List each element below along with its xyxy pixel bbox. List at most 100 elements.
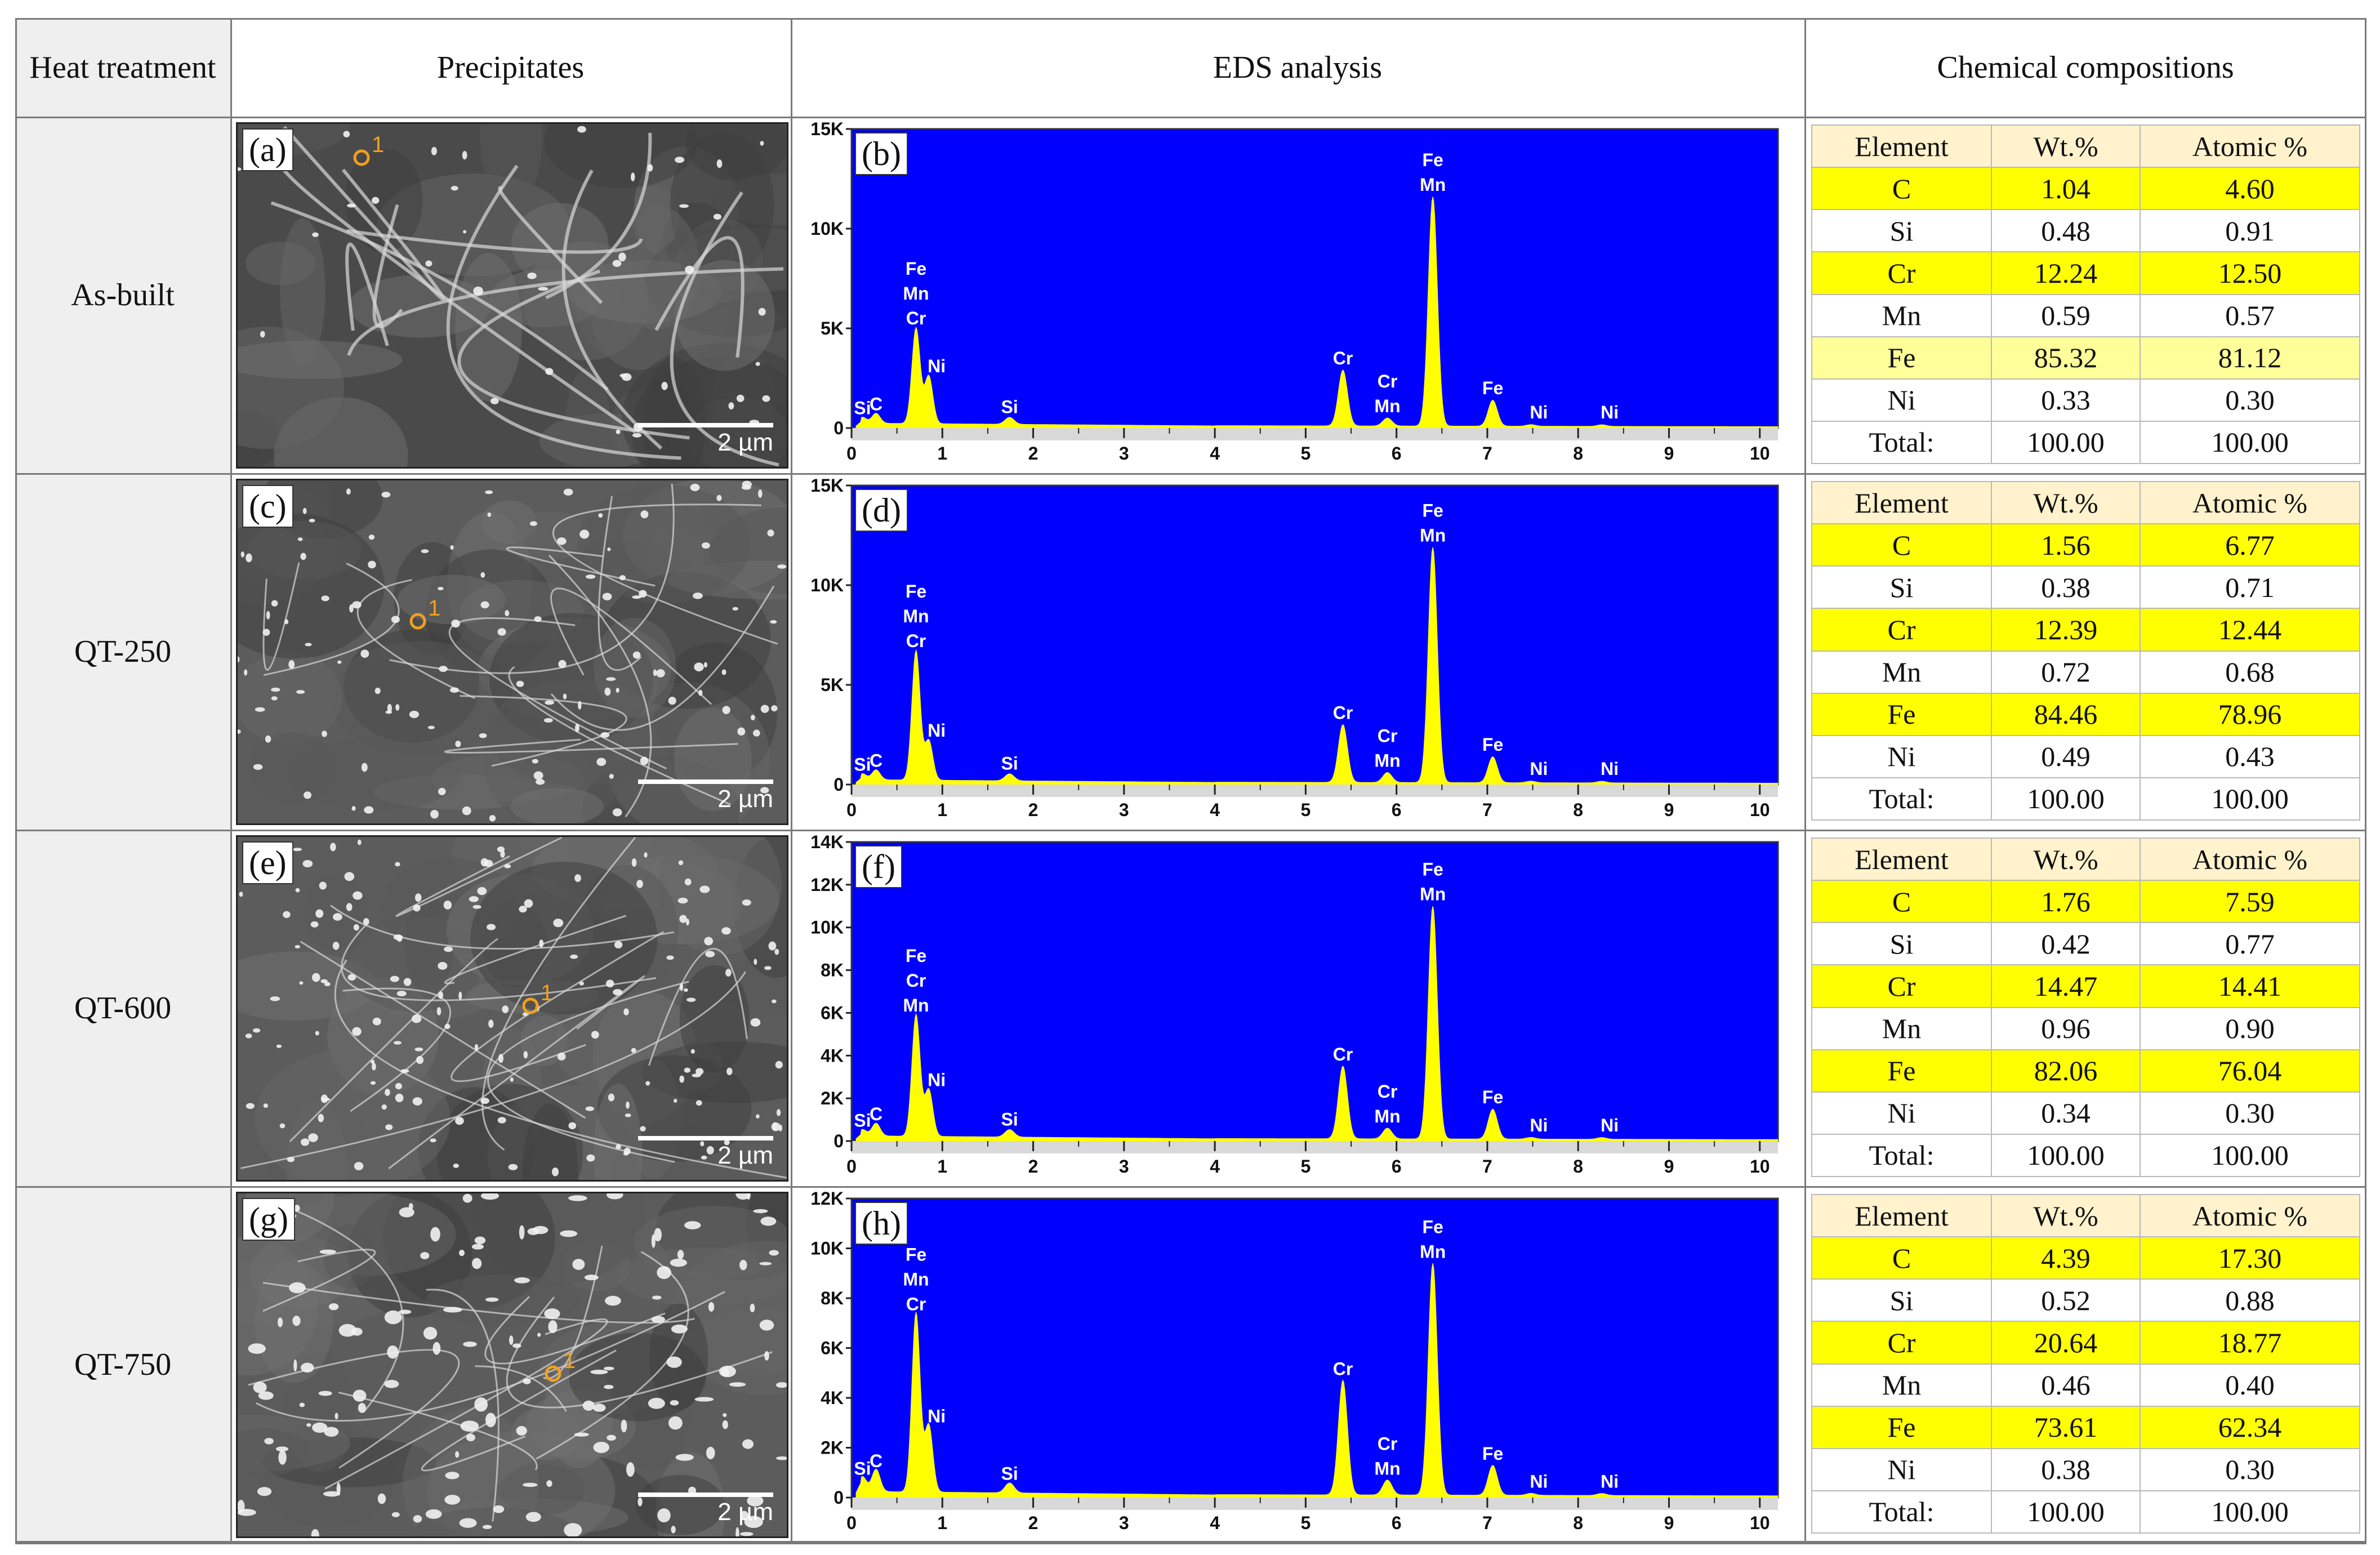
total-value: 100.00 [2139,420,2361,465]
element-cell: C [1811,167,1993,211]
peak-label: Fe [1422,859,1443,880]
panel-label: (f) [855,845,902,888]
panel-label: (e) [242,841,293,884]
row-label: QT-750 [15,1186,230,1543]
table-row: Si 0.52 0.88 [1811,1278,2361,1322]
table-header-row: Element Wt.% Atomic % [1811,837,2361,881]
atomic-cell: 4.60 [2139,167,2361,211]
table-row: Ni 0.34 0.30 [1811,1091,2361,1135]
table-row: Fe 85.32 81.12 [1811,336,2361,380]
atomic-cell: 6.77 [2139,523,2361,567]
peak-label: Ni [1530,1115,1548,1135]
peak-label: Ni [1601,759,1619,779]
x-tick-label: 4 [1210,800,1220,820]
x-tick-label: 8 [1573,800,1583,820]
peak-label: C [870,394,883,414]
table-row: Ni 0.33 0.30 [1811,378,2361,422]
peak-label: Cr [1378,371,1398,391]
total-row: Total: 100.00 100.00 [1811,1490,2361,1534]
x-tick-label: 1 [937,1513,947,1533]
peak-label: Si [854,754,871,774]
grid-hline [15,117,2366,118]
x-tick-label: 1 [937,800,947,820]
peak-label: Cr [1378,725,1398,746]
table-row: C 1.56 6.77 [1811,523,2361,567]
x-tick-label: 2 [1028,1156,1039,1177]
table-row: Si 0.48 0.91 [1811,209,2361,253]
x-tick-label: 2 [1028,1513,1039,1533]
header-eds: EDS analysis [1213,50,1383,85]
total-value: 100.00 [2139,777,2361,821]
x-tick-label: 5 [1300,1513,1311,1533]
table-row: Mn 0.59 0.57 [1811,293,2361,337]
x-tick-label: 5 [1300,443,1311,464]
table-row: C 4.39 17.30 [1811,1236,2361,1280]
atomic-cell: 0.43 [2139,734,2361,778]
table-row: Si 0.42 0.77 [1811,922,2361,966]
peak-label: Si [854,1458,871,1478]
table-row: Mn 0.96 0.90 [1811,1006,2361,1050]
composition-table: Element Wt.% Atomic % C 1.76 7.59 Si 0.42 0.77 Cr… [1811,837,2361,1178]
x-tick-label: 2 [1028,800,1039,820]
wt-cell: 12.39 [1991,608,2141,652]
column-header: Element [1811,837,1993,881]
x-tick-label: 1 [937,1156,947,1177]
grid-hline [15,1186,2366,1188]
element-cell: Ni [1811,1447,1993,1491]
atomic-cell: 0.88 [2139,1278,2361,1322]
wt-cell: 0.46 [1991,1363,2141,1407]
element-cell: Ni [1811,378,1993,422]
spectrum-area [855,906,1779,1142]
x-tick-label: 8 [1573,1513,1583,1533]
wt-cell: 0.52 [1991,1278,2141,1322]
y-tick-label: 0 [834,774,844,795]
y-tick-label: 12K [810,875,844,895]
peak-label: Mn [1420,884,1446,905]
atomic-cell: 0.40 [2139,1363,2361,1407]
peak-label: Cr [1333,1044,1353,1064]
grid-vline [2365,18,2366,1543]
x-tick-label: 6 [1392,800,1402,820]
y-tick-label: 5K [821,675,844,695]
peak-label: Ni [1601,402,1619,422]
y-tick-label: 10K [810,917,844,938]
element-cell: Mn [1811,650,1993,694]
composition-table: Element Wt.% Atomic % C 1.04 4.60 Si 0.48 0.91 Cr… [1811,124,2361,465]
peak-label: Fe [1482,1443,1503,1464]
element-cell: Ni [1811,734,1993,778]
x-tick-label: 4 [1210,1513,1220,1533]
x-tick-label: 9 [1664,800,1674,820]
peak-label: Fe [906,259,926,279]
element-cell: Si [1811,922,1993,966]
y-tick-label: 0 [834,1487,844,1508]
x-tick-label: 0 [846,1513,857,1533]
element-cell: Ni [1811,1091,1993,1135]
total-row: Total: 100.00 100.00 [1811,420,2361,465]
peak-label: Mn [903,283,929,304]
panel-label: (b) [855,132,908,175]
y-tick-label: 6K [821,1002,844,1023]
table-header-row: Element Wt.% Atomic % [1811,1193,2361,1238]
peak-label: Mn [1374,1106,1400,1126]
wt-cell: 4.39 [1991,1236,2141,1280]
x-tick-label: 0 [846,443,857,464]
peak-label: Ni [928,1070,946,1090]
grid-hline [15,1541,2366,1543]
peak-label: Fe [1482,734,1503,755]
column-header: Atomic % [2139,124,2361,168]
grid-hline [15,473,2366,475]
total-row: Total: 100.00 100.00 [1811,777,2361,821]
peak-label: Cr [1378,1433,1398,1454]
scale-bar: 2 µm [638,1492,773,1526]
header-cell-bg [15,18,230,117]
table-row: Mn 0.46 0.40 [1811,1363,2361,1407]
element-cell: C [1811,523,1993,567]
peak-label: Cr [1333,702,1353,723]
panel-label: (a) [242,128,293,171]
total-row: Total: 100.00 100.00 [1811,1133,2361,1178]
y-tick-label: 10K [810,219,844,239]
total-value: 100.00 [1991,1133,2141,1178]
